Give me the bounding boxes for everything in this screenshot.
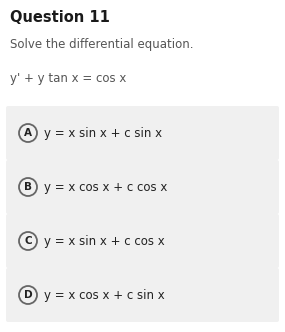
FancyBboxPatch shape (6, 106, 279, 160)
Text: y = x cos x + c sin x: y = x cos x + c sin x (44, 289, 165, 301)
Text: y = x sin x + c cos x: y = x sin x + c cos x (44, 234, 165, 247)
FancyBboxPatch shape (6, 268, 279, 322)
Text: B: B (24, 182, 32, 192)
Text: C: C (24, 236, 32, 246)
Text: D: D (24, 290, 32, 300)
Text: y' + y tan x = cos x: y' + y tan x = cos x (10, 72, 126, 85)
Text: Solve the differential equation.: Solve the differential equation. (10, 38, 194, 51)
Text: Question 11: Question 11 (10, 10, 110, 25)
FancyBboxPatch shape (6, 160, 279, 214)
FancyBboxPatch shape (6, 214, 279, 268)
Text: A: A (24, 128, 32, 138)
Text: y = x sin x + c sin x: y = x sin x + c sin x (44, 126, 162, 139)
Text: y = x cos x + c cos x: y = x cos x + c cos x (44, 181, 167, 194)
